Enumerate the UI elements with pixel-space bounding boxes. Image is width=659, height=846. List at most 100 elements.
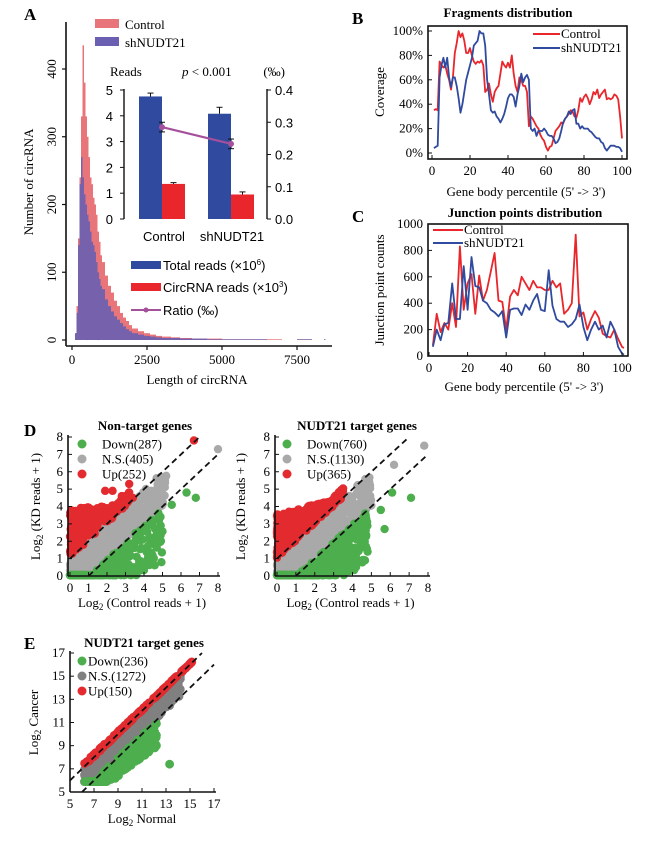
scatter-point	[322, 498, 332, 507]
scatter-point	[329, 567, 338, 576]
scatter-point	[142, 743, 152, 753]
scatter-point-highlight	[376, 505, 386, 515]
y-axis-label-pre: Log	[26, 734, 41, 755]
chart-title: Non-target genes	[98, 418, 192, 433]
legend-swatch-shnudt21	[95, 37, 119, 46]
scatter-point	[114, 554, 123, 563]
scatter-point	[84, 518, 93, 528]
y-axis-label-pre: Log	[28, 539, 43, 560]
x-tick-label: 40	[502, 163, 515, 178]
scatter-point	[139, 703, 149, 712]
y-tick-label: 0%	[406, 145, 424, 160]
y-tick-label: 300	[44, 127, 59, 147]
scatter-point	[134, 499, 143, 508]
scatter-point	[313, 511, 323, 521]
histogram-bar	[99, 279, 101, 340]
scatter-point	[140, 493, 150, 502]
points-up	[65, 488, 134, 558]
scatter-point	[307, 513, 316, 522]
legend-label-ns: N.S.(1272)	[88, 669, 146, 684]
histogram-legend: Control shNUDT21	[95, 17, 186, 50]
plot-frame	[427, 25, 628, 160]
x-tick-label: 0	[67, 580, 74, 595]
scatter-point	[126, 509, 135, 518]
legend-label-control: Control	[561, 26, 601, 41]
scatter-point	[146, 557, 156, 566]
legend-label-up: Up(252)	[102, 467, 146, 482]
x-tick-label: 4	[349, 580, 356, 595]
scatter-point	[298, 513, 307, 522]
scatter-point	[142, 527, 151, 536]
y-tick-label: 200	[44, 195, 59, 215]
y-tick-label: 2	[57, 533, 64, 548]
scatter-point	[117, 756, 127, 766]
scatter-point	[109, 731, 119, 740]
y-tick-label: 100	[44, 263, 59, 283]
series-line-control	[433, 30, 623, 152]
scatter-point	[123, 540, 132, 550]
scatter-point	[162, 702, 171, 712]
scatter-point	[355, 535, 364, 544]
histogram-bar	[237, 339, 252, 340]
histogram-bar	[138, 334, 144, 340]
x-axis-label: Log2 (Control reads + 1)	[286, 595, 414, 612]
histogram-bar	[81, 157, 83, 340]
scatter-point-highlight	[125, 479, 134, 489]
y-tick-label: 200	[404, 322, 424, 337]
right-tick-label: 0.1	[275, 180, 293, 195]
panel-label-a: A	[24, 5, 37, 24]
scatter-point	[83, 560, 92, 569]
scatter-point	[91, 542, 101, 551]
scatter-point	[300, 538, 310, 547]
y-tick-label: 0	[44, 337, 59, 344]
scatter-point	[121, 764, 131, 773]
y-axis-label-pre: Log	[233, 539, 248, 560]
scatter-point-highlight	[108, 486, 117, 496]
inset-bar-total	[139, 96, 162, 219]
y-tick-label: 5	[264, 481, 271, 496]
x-axis-label-sub: 2	[307, 602, 312, 612]
histogram-bar	[108, 306, 111, 340]
x-tick-label: 80	[577, 360, 590, 375]
scatter-point-highlight	[147, 486, 156, 496]
histogram-bar	[111, 311, 114, 340]
right-tick-label: 0.4	[275, 83, 293, 98]
scatter-point	[319, 570, 328, 580]
scatter-point	[117, 564, 126, 573]
scatter-point	[311, 545, 320, 554]
x-axis-label-post: Normal	[133, 811, 176, 826]
inset-right-axis-label: (‰)	[263, 64, 285, 79]
legend-circ-close: )	[283, 280, 287, 295]
scatter-point	[340, 564, 349, 573]
histogram-bar	[252, 339, 267, 340]
x-tick-label: 60	[538, 360, 551, 375]
scatter-point	[334, 545, 344, 554]
x-tick-label: 2	[312, 580, 319, 595]
y-tick-label: 11	[52, 715, 65, 730]
scatter-point	[126, 570, 135, 580]
panel-label-e: E	[24, 634, 35, 653]
legend-swatch-control	[95, 19, 119, 28]
series-line-shnudt21	[432, 256, 625, 356]
x-axis-label-sub: 2	[99, 602, 104, 612]
right-tick-label: 0.0	[275, 212, 293, 227]
scatter-point	[154, 513, 163, 522]
scatter-point	[125, 551, 135, 560]
y-tick-label: 1	[57, 551, 64, 566]
scatter-point	[126, 757, 136, 767]
inset-title-p: p	[181, 64, 189, 79]
scatter-point	[355, 528, 365, 538]
scatter-point	[330, 521, 339, 530]
legend-label-shnudt21: shNUDT21	[125, 35, 186, 50]
y-tick-label: 4	[264, 499, 271, 514]
scatter-point-highlight	[363, 547, 372, 556]
inset-marks	[139, 92, 254, 219]
ratio-line	[161, 126, 232, 145]
scatter-point-highlight	[117, 491, 127, 501]
x-tick-label: 0	[274, 580, 281, 595]
inset-bar-chart: Reads p < 0.001 (‰) 0 1 2 3 4 5 0.0 0.1 0.2 0.3 0.…	[106, 64, 293, 318]
scatter-point	[80, 551, 89, 560]
scatter-point-highlight	[165, 759, 175, 769]
scatter-point	[354, 504, 363, 513]
scatter-point	[116, 519, 126, 528]
